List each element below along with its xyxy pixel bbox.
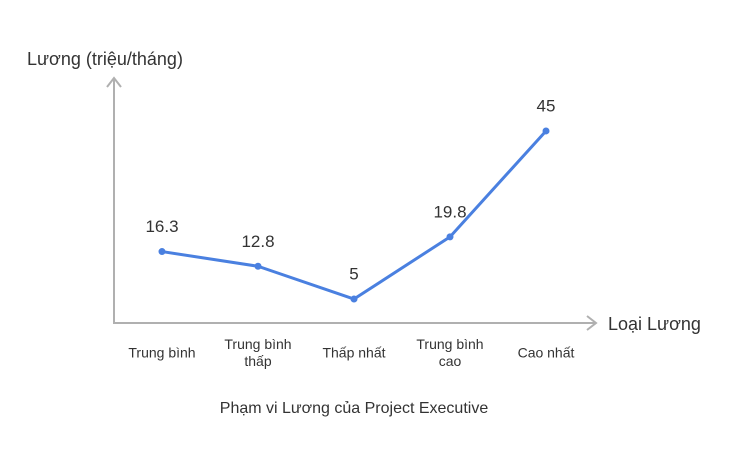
value-label: 45 [537, 96, 556, 115]
point [254, 262, 262, 270]
x-tick-label: Trung bình thấp [224, 336, 291, 369]
value-label: 5 [349, 265, 358, 284]
x-tick-label: Thấp nhất [322, 345, 385, 361]
point [542, 127, 550, 135]
value-label: 12.8 [241, 232, 274, 251]
y-axis-label: Lương (triệu/tháng) [27, 49, 183, 69]
chart-title: Phạm vi Lương của Project Executive [220, 400, 489, 417]
value-label: 19.8 [433, 202, 466, 221]
x-tick-label: Trung bình cao [416, 336, 483, 369]
x-arrow [586, 315, 598, 331]
value-label: 16.3 [145, 217, 178, 236]
point [350, 295, 358, 303]
x-tick-label: Cao nhất [518, 345, 575, 361]
y-arrow [106, 76, 122, 88]
x-tick-label: Trung bình [128, 345, 195, 361]
point [446, 233, 454, 241]
x-axis-label: Loại Lương [608, 314, 701, 334]
axes [113, 78, 596, 324]
point [158, 248, 166, 256]
